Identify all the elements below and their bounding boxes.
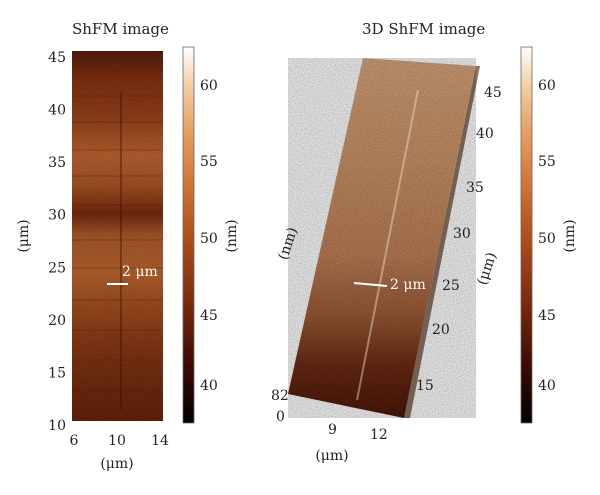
right-y-tick-label: 15 (416, 378, 434, 394)
shfm-image-texture (72, 51, 163, 421)
left-y-tick-label: 15 (48, 365, 66, 381)
right-y-tick-label: 20 (432, 322, 450, 338)
left-x-tick-label: 6 (70, 433, 79, 449)
right-colorbar-tick: 55 (538, 154, 556, 170)
right-panel-title: 3D ShFM image (362, 20, 485, 38)
surface-groove (356, 89, 419, 401)
right-colorbar: 40 45 50 55 60 (nm) (520, 46, 578, 424)
right-x-tick-label: 9 (328, 422, 337, 438)
left-colorbar-tick: 45 (200, 308, 218, 324)
shfm-3d-surface: 2 μm (288, 58, 480, 418)
left-scale-bar-label: 2 μm (122, 264, 158, 280)
left-colorbar-tick: 55 (200, 154, 218, 170)
surface-texture (288, 58, 476, 418)
left-colorbar-tick: 50 (200, 231, 218, 247)
right-x-axis-label: (μm) (315, 448, 348, 464)
right-y-tick-label: 30 (453, 226, 471, 242)
right-y-axis-label: (μm) (474, 250, 500, 287)
right-scale-bar (353, 282, 388, 287)
scan-lines (72, 69, 163, 393)
right-colorbar-tick: 40 (538, 378, 556, 394)
left-x-tick-label: 10 (108, 433, 126, 449)
left-y-axis-label: (μm) (16, 219, 32, 252)
right-colorbar-tick: 60 (538, 78, 556, 94)
left-y-axis: 10 15 20 25 30 35 40 45 (48, 50, 66, 434)
right-panel: 3D ShFM image 2 μm 15 20 25 30 35 40 45 … (271, 20, 578, 464)
left-y-tick-label: 35 (48, 155, 66, 171)
right-x-tick-label: 12 (370, 427, 388, 443)
right-z-tick-label: 0 (276, 409, 285, 425)
right-colorbar-tick: 45 (538, 308, 556, 324)
left-colorbar: 40 45 50 55 60 (nm) (182, 46, 240, 424)
right-y-axis: 15 20 25 30 35 40 45 (416, 85, 502, 394)
right-y-tick-label: 40 (476, 126, 494, 142)
right-z-axis-label: (nm) (275, 225, 300, 262)
left-y-tick-label: 45 (48, 50, 66, 66)
right-colorbar-gradient (520, 46, 533, 424)
right-y-tick-label: 45 (484, 85, 502, 101)
right-colorbar-label: (nm) (562, 219, 578, 252)
right-y-tick-label: 25 (442, 278, 460, 294)
left-y-tick-label: 40 (48, 103, 66, 119)
surface-side-face (404, 66, 480, 418)
left-y-tick-label: 30 (48, 208, 66, 224)
left-y-tick-label: 20 (48, 313, 66, 329)
left-x-tick-label: 14 (151, 433, 169, 449)
shfm-image: 2 μm (72, 51, 163, 421)
left-colorbar-tick: 60 (200, 78, 218, 94)
left-y-tick-label: 25 (48, 260, 66, 276)
left-colorbar-tick: 40 (200, 378, 218, 394)
right-colorbar-tick: 50 (538, 231, 556, 247)
left-y-tick-label: 10 (48, 418, 66, 434)
left-colorbar-label: (nm) (224, 219, 240, 252)
right-z-tick-label: 82 (271, 388, 289, 404)
left-panel-title: ShFM image (72, 20, 169, 38)
right-scale-bar-label: 2 μm (390, 277, 426, 293)
left-x-axis: 6 10 14 (70, 433, 169, 449)
right-y-tick-label: 35 (466, 180, 484, 196)
left-x-axis-label: (μm) (100, 456, 133, 472)
left-panel: ShFM image 2 μm (16, 20, 240, 472)
left-colorbar-gradient (182, 46, 195, 424)
